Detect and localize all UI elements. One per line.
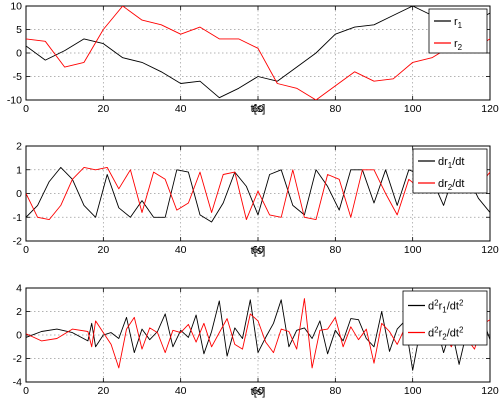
x-tick-label: 40	[175, 244, 187, 256]
x-tick-label: 100	[404, 244, 422, 256]
legend-text-part: 1	[448, 161, 453, 170]
legend-text-part: dr	[438, 156, 448, 168]
series-line-r1	[26, 6, 490, 99]
legend-text-part: /dt	[447, 301, 459, 313]
legend-entry-2: d2r2/dt2	[428, 326, 464, 342]
x-tick-label: 40	[175, 103, 187, 115]
x-axis-label: t[s]	[251, 103, 266, 115]
x-axis-label: t[s]	[251, 386, 266, 398]
legend-entry-2: r2	[454, 38, 463, 52]
legend-text-part: /dt	[452, 156, 464, 168]
x-tick-label: 40	[175, 385, 187, 397]
y-tick-label: 4	[16, 283, 22, 295]
y-tick-label: 10	[10, 1, 22, 13]
x-tick-label: 80	[329, 385, 341, 397]
y-tick-label: 1	[16, 164, 22, 176]
y-tick-label: 0	[16, 188, 22, 200]
legend-text-part: d	[428, 328, 434, 340]
y-tick-label: 5	[16, 24, 22, 36]
x-tick-label: 0	[23, 244, 29, 256]
legend-text-part: r	[454, 38, 458, 50]
legend-entry-1: d2r1/dt2	[428, 299, 464, 315]
x-tick-label: 80	[329, 244, 341, 256]
legend-text-part: d	[428, 301, 434, 313]
legend-text-part: 2	[448, 183, 453, 192]
legend-text-part: r	[439, 301, 443, 313]
legend-text-part: r	[454, 16, 458, 28]
y-tick-label: -10	[7, 95, 22, 107]
y-tick-label: -2	[13, 236, 22, 248]
legend-text-part: 2	[459, 299, 464, 308]
legend-entry-1: r1	[454, 16, 463, 30]
legend-text-part: 2	[442, 333, 447, 342]
x-tick-label: 0	[23, 103, 29, 115]
x-tick-label: 120	[481, 103, 499, 115]
x-tick-label: 20	[97, 385, 109, 397]
legend-box	[402, 290, 488, 346]
legend-text-part: 1	[458, 21, 463, 30]
legend-text-part: dr	[438, 178, 448, 190]
legend-entry-1: dr1/dt	[438, 156, 464, 170]
legend-box	[412, 148, 488, 194]
legend-text-part: r	[439, 328, 443, 340]
x-tick-label: 20	[97, 103, 109, 115]
y-tick-label: 2	[16, 306, 22, 318]
legend-text-part: 2	[459, 326, 464, 335]
y-tick-label: -1	[13, 212, 22, 224]
y-tick-label: 0	[16, 48, 22, 60]
legend-text-part: /dt	[452, 178, 464, 190]
x-tick-label: 100	[404, 385, 422, 397]
y-tick-label: 0	[16, 330, 22, 342]
y-tick-label: 2	[16, 141, 22, 153]
x-axis-label: t[s]	[251, 245, 266, 257]
legend-box	[428, 8, 488, 54]
x-tick-label: 120	[481, 244, 499, 256]
series-line-r2	[26, 6, 490, 100]
legend-text-part: 2	[434, 326, 439, 335]
legend-text-part: 1	[442, 306, 447, 315]
series-line-d2r1dt2	[26, 299, 490, 371]
x-tick-label: 60	[252, 103, 264, 115]
x-tick-label: 20	[97, 244, 109, 256]
y-tick-label: -2	[13, 353, 22, 365]
x-tick-label: 0	[23, 385, 29, 397]
y-tick-label: -4	[13, 377, 22, 389]
legend-text-part: 2	[458, 43, 463, 52]
legend-text-part: /dt	[447, 328, 459, 340]
x-tick-label: 60	[252, 244, 264, 256]
x-tick-label: 60	[252, 385, 264, 397]
x-tick-label: 120	[481, 385, 499, 397]
legend-text-part: 2	[434, 299, 439, 308]
y-tick-label: -5	[13, 71, 22, 83]
legend-entry-2: dr2/dt	[438, 178, 464, 192]
x-tick-label: 80	[329, 103, 341, 115]
x-tick-label: 100	[404, 103, 422, 115]
chart-panel-3: 0 20 40 60 80 100 120-4-2024t[s]d2r1/dt2d2r2/d…	[13, 283, 499, 399]
